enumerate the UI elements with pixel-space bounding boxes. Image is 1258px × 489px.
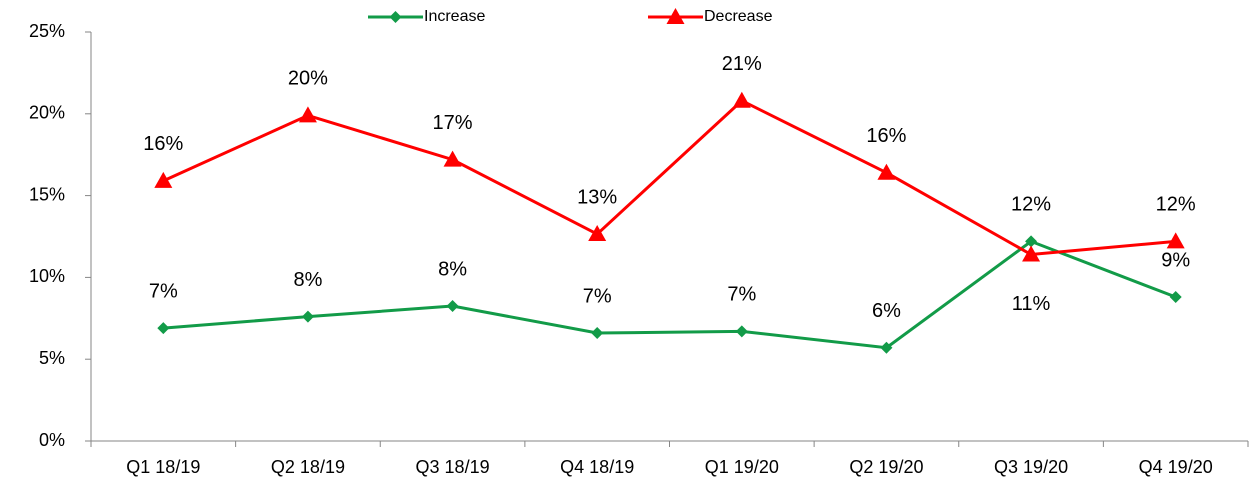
data-label: 20% (288, 68, 328, 90)
data-label: 7% (149, 280, 178, 302)
marker (735, 325, 748, 338)
marker (301, 310, 314, 323)
legend-marker (666, 8, 685, 24)
data-label: 7% (583, 285, 612, 307)
legend-marker (389, 11, 402, 23)
marker (1166, 232, 1185, 249)
x-tick-label: Q3 19/20 (994, 457, 1068, 477)
marker (588, 225, 607, 242)
marker (154, 171, 173, 188)
data-label: 12% (1156, 194, 1196, 216)
data-label: 8% (438, 258, 467, 280)
marker (298, 106, 317, 123)
legend-label: Decrease (704, 8, 773, 25)
data-label: 17% (433, 112, 473, 134)
y-tick-label: 5% (39, 348, 65, 368)
marker (732, 91, 751, 108)
marker (443, 150, 462, 167)
data-label: 16% (143, 133, 183, 155)
y-tick-label: 20% (29, 103, 65, 123)
marker (446, 300, 459, 313)
marker (1025, 235, 1038, 248)
y-tick-label: 10% (29, 266, 65, 286)
x-tick-label: Q1 19/20 (705, 457, 779, 477)
y-tick-label: 0% (39, 430, 65, 450)
x-tick-label: Q2 18/19 (271, 457, 345, 477)
x-tick-label: Q2 19/20 (849, 457, 923, 477)
series-line (163, 239, 1177, 350)
y-tick-label: 15% (29, 184, 65, 204)
marker (591, 327, 604, 340)
marker (877, 163, 896, 180)
x-tick-label: Q4 18/19 (560, 457, 634, 477)
y-tick-label: 25% (29, 21, 65, 41)
marker (157, 322, 170, 335)
data-label: 12% (1011, 194, 1051, 216)
data-label: 8% (293, 269, 322, 291)
legend-label: Increase (424, 8, 485, 25)
marker (880, 341, 893, 354)
data-label: 13% (577, 186, 617, 208)
data-label: 21% (722, 53, 762, 75)
data-label: 6% (872, 300, 901, 322)
marker (1169, 291, 1182, 304)
x-tick-label: Q4 19/20 (1139, 457, 1213, 477)
series-line (162, 98, 1176, 257)
data-label: 7% (727, 284, 756, 306)
data-label: 11% (1012, 293, 1051, 315)
x-tick-label: Q1 18/19 (126, 457, 200, 477)
data-label: 16% (866, 125, 906, 147)
x-tick-label: Q3 18/19 (416, 457, 490, 477)
marker (1022, 245, 1041, 262)
data-label: 9% (1161, 249, 1190, 271)
